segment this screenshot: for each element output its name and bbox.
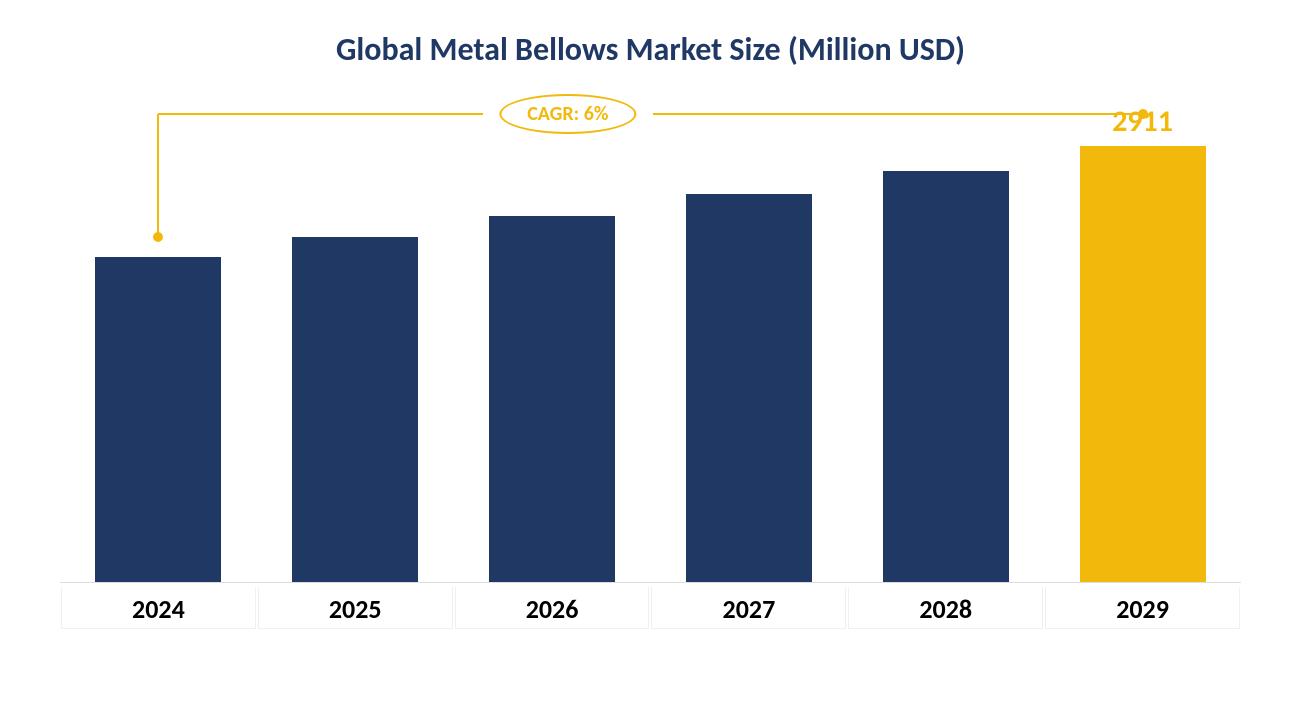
bar-slot	[60, 103, 257, 583]
bar	[1080, 146, 1206, 583]
bar-slot	[847, 103, 1044, 583]
x-axis-label: 2024	[61, 587, 256, 629]
x-axis-label: 2029	[1045, 587, 1240, 629]
bar	[883, 171, 1009, 583]
bar-slot	[650, 103, 847, 583]
x-axis-row: 202420252026202720282029	[60, 587, 1241, 629]
bar	[686, 194, 812, 583]
x-axis-label: 2026	[455, 587, 650, 629]
chart-container: Global Metal Bellows Market Size (Millio…	[0, 0, 1301, 712]
bar-slot: 2911	[1044, 103, 1241, 583]
x-axis-label: 2027	[651, 587, 846, 629]
x-axis-label: 2028	[848, 587, 1043, 629]
bar	[489, 216, 615, 583]
bar-slot	[257, 103, 454, 583]
plot-area: CAGR: 6% 2911 202420252026202720282029	[60, 99, 1241, 629]
bar	[95, 257, 221, 583]
bar	[292, 237, 418, 583]
chart-title: Global Metal Bellows Market Size (Millio…	[60, 30, 1241, 69]
x-axis-baseline	[60, 582, 1241, 583]
bars-row: 2911	[60, 103, 1241, 583]
x-axis-label: 2025	[258, 587, 453, 629]
bar-value-label: 2911	[1044, 103, 1241, 140]
bar-slot	[454, 103, 651, 583]
